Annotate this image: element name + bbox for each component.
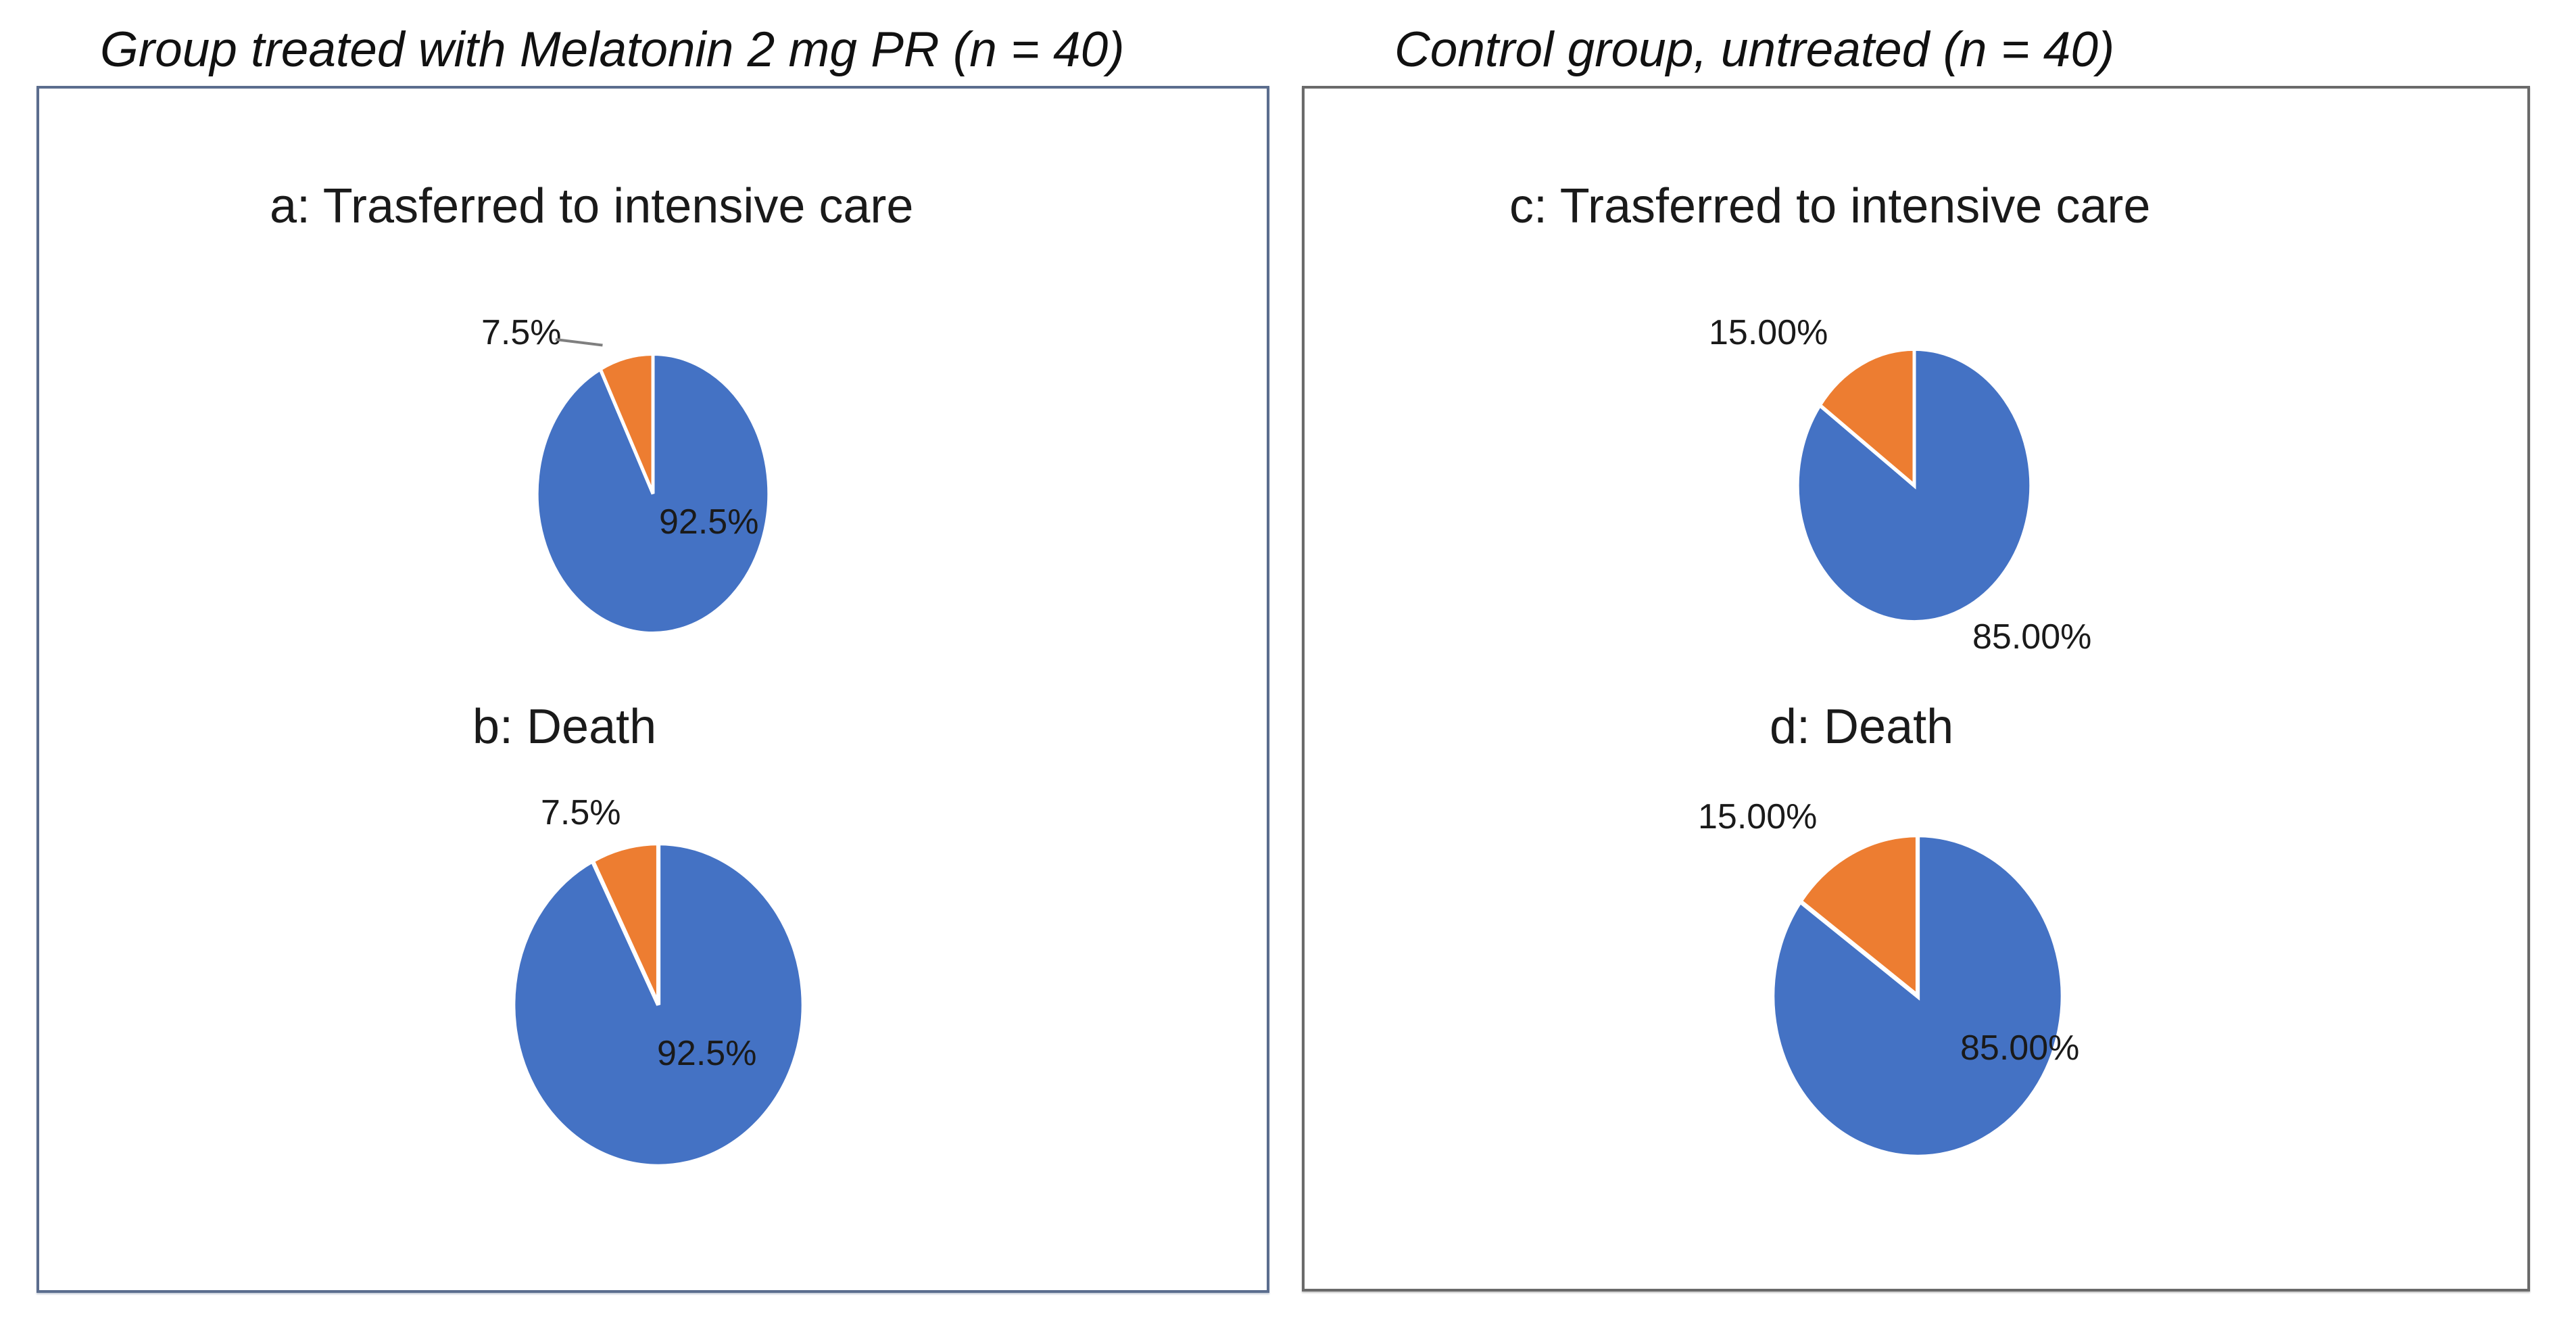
- pie-c-orange-slice-label: 15.00%: [1709, 313, 1828, 352]
- chart-b-title: b: Death: [472, 700, 657, 754]
- right-panel-title: Control group, untreated (n = 40): [1394, 22, 2115, 77]
- pie-a-blue-slice-label: 92.5%: [659, 502, 759, 542]
- pie-chart-a: [534, 350, 772, 637]
- pie-c-blue-slice-label: 85.00%: [1972, 617, 2092, 657]
- pie-chart-b: [510, 839, 807, 1170]
- chart-d-title: d: Death: [1770, 700, 1954, 754]
- chart-a-title: a: Trasferred to intensive care: [270, 179, 914, 233]
- pie-chart-c: [1795, 346, 2034, 625]
- pie-a-orange-slice-label: 7.5%: [481, 313, 562, 352]
- pie-b-orange-slice-label: 7.5%: [541, 793, 621, 832]
- pie-b-blue-slice-label: 92.5%: [657, 1034, 757, 1073]
- left-panel-title: Group treated with Melatonin 2 mg PR (n …: [100, 22, 1125, 77]
- pie-chart-d: [1769, 831, 2066, 1161]
- pie-d-orange-slice-label: 15.00%: [1698, 797, 1818, 836]
- pie-d-blue-slice-label: 85.00%: [1960, 1028, 2080, 1068]
- chart-c-title: c: Trasferred to intensive care: [1509, 179, 2151, 233]
